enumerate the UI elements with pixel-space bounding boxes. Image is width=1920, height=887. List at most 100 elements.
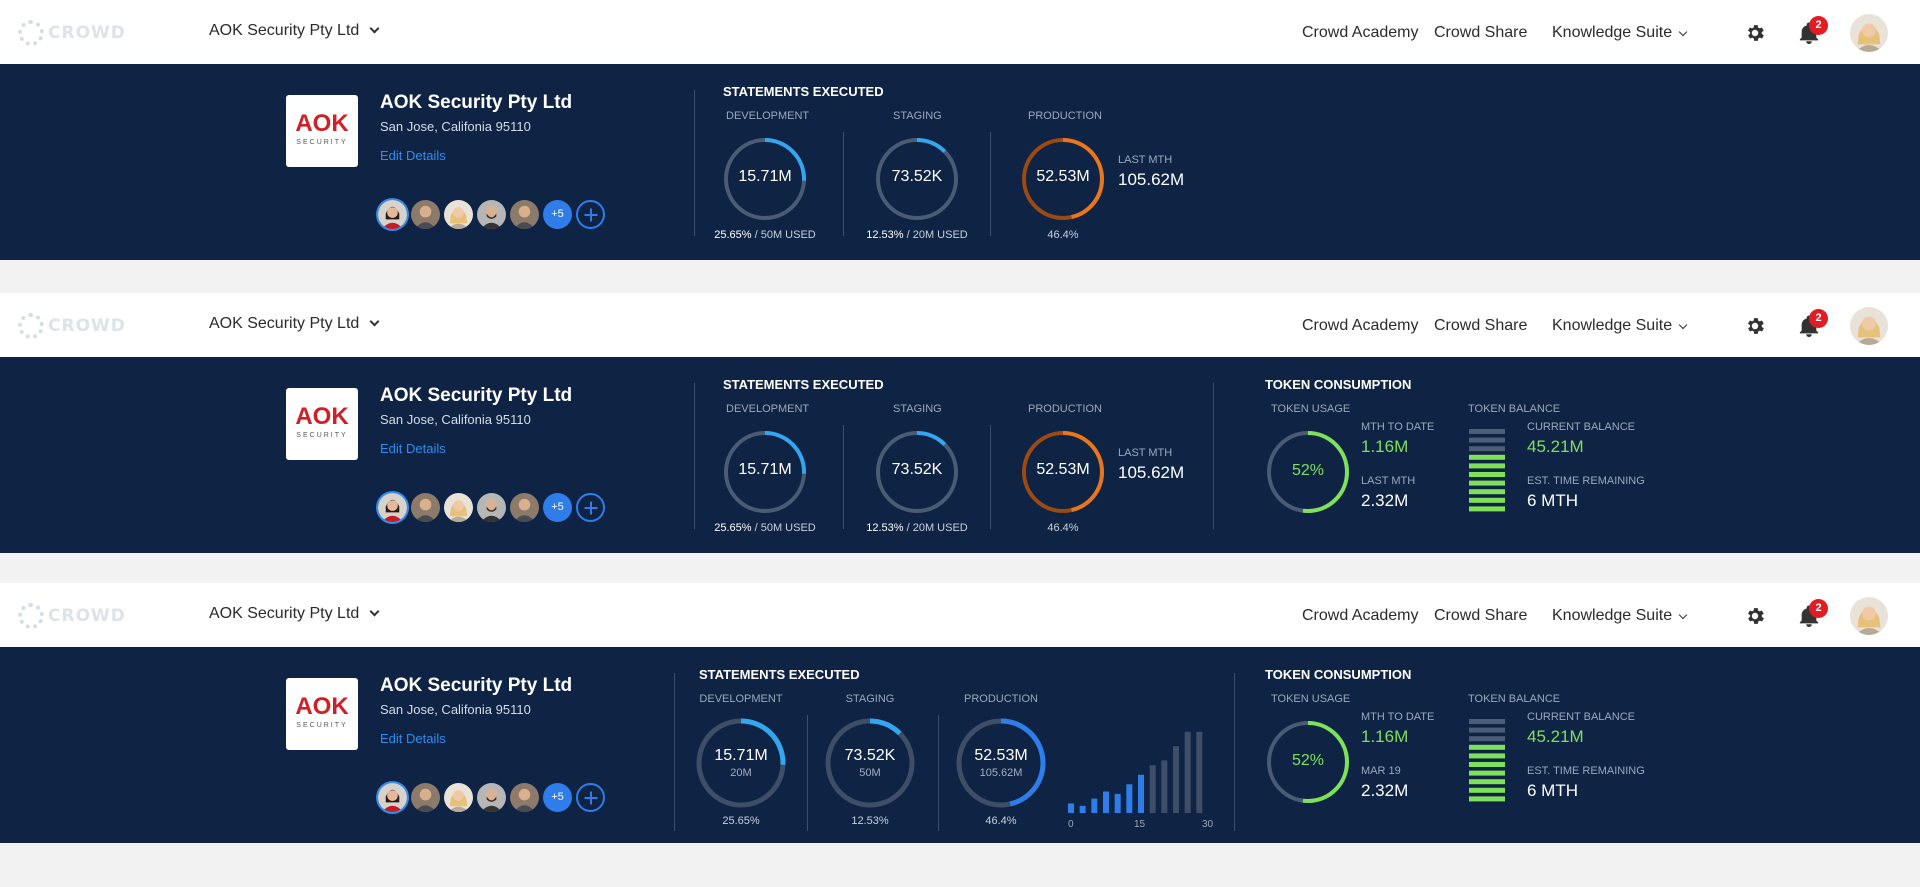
balance-bar [1469, 787, 1505, 793]
staging-label: STAGING [893, 110, 942, 122]
gear-icon[interactable] [1744, 605, 1766, 627]
nav-crowd-share[interactable]: Crowd Share [1434, 317, 1528, 334]
add-member-button[interactable] [576, 200, 605, 229]
balance-bar [1469, 796, 1505, 802]
staging-pct: 12.53% [866, 522, 904, 534]
gear-icon[interactable] [1744, 315, 1766, 337]
crowd-logo[interactable]: CROWD [18, 313, 126, 339]
divider [843, 132, 844, 236]
staging-usage: 12.53% / 20M USED [847, 522, 987, 534]
org-selector[interactable]: AOK Security Pty Ltd [209, 22, 380, 40]
edit-details-link[interactable]: Edit Details [380, 148, 446, 163]
member-avatar[interactable] [444, 200, 473, 229]
crowd-logo[interactable]: CROWD [18, 603, 126, 629]
nav-crowd-academy[interactable]: Crowd Academy [1302, 24, 1419, 41]
nav-knowledge-suite[interactable]: Knowledge Suite [1552, 24, 1688, 42]
dev-used: / 50M USED [754, 522, 816, 534]
production-ring [1022, 431, 1104, 513]
chevron-down-icon [1678, 320, 1688, 330]
chart-xtick-label: 15 [1134, 819, 1146, 830]
more-members-button[interactable]: +5 [543, 493, 572, 522]
more-members-button[interactable]: +5 [543, 783, 572, 812]
chart-bar [1091, 798, 1098, 813]
mtd-label: MTH TO DATE [1361, 421, 1435, 433]
user-avatar[interactable] [1850, 597, 1888, 635]
summary-band: AOK SECURITY AOK Security Pty Ltd San Jos… [0, 64, 1920, 260]
token-usage-ring [1267, 721, 1349, 803]
company-name: AOK Security Pty Ltd [380, 92, 573, 113]
dev-label: DEVELOPMENT [726, 110, 810, 122]
member-avatar[interactable] [411, 783, 440, 812]
production-label: PRODUCTION [964, 693, 1038, 705]
notification-badge: 2 [1809, 309, 1828, 328]
top-nav-bar: CROWD AOK Security Pty Ltd Crowd Academy… [0, 583, 1920, 647]
svg-text:AOK: AOK [295, 403, 349, 430]
nav-knowledge-suite[interactable]: Knowledge Suite [1552, 317, 1688, 335]
member-avatar[interactable] [477, 200, 506, 229]
nav-knowledge-suite-label: Knowledge Suite [1552, 24, 1673, 41]
remaining-label: EST. TIME REMAINING [1527, 475, 1645, 487]
staging-total: 50M [859, 767, 881, 779]
dev-usage: 25.65% / 50M USED [695, 229, 835, 241]
user-avatar[interactable] [1850, 307, 1888, 345]
member-avatar[interactable] [378, 493, 407, 522]
remaining-label: EST. TIME REMAINING [1527, 765, 1645, 777]
more-members-button[interactable]: +5 [543, 200, 572, 229]
balance-bar [1469, 446, 1505, 452]
dev-value: 15.71M [738, 461, 792, 478]
member-avatar[interactable] [510, 200, 539, 229]
current-balance-label: CURRENT BALANCE [1527, 421, 1635, 433]
nav-knowledge-suite-label: Knowledge Suite [1552, 317, 1673, 334]
edit-details-link[interactable]: Edit Details [380, 731, 446, 746]
nav-crowd-academy[interactable]: Crowd Academy [1302, 607, 1419, 624]
member-avatar[interactable] [411, 200, 440, 229]
crowd-logo-icon [18, 313, 44, 339]
balance-bar [1469, 429, 1505, 434]
staging-value: 73.52K [844, 747, 896, 764]
org-selector[interactable]: AOK Security Pty Ltd [209, 315, 380, 333]
member-avatar[interactable] [477, 493, 506, 522]
tokens-title: TOKEN CONSUMPTION [1265, 377, 1412, 392]
divider [694, 383, 695, 529]
nav-crowd-share[interactable]: Crowd Share [1434, 607, 1528, 624]
edit-details-link[interactable]: Edit Details [380, 441, 446, 456]
balance-bar [1469, 736, 1505, 742]
gear-icon[interactable] [1744, 22, 1766, 44]
crowd-logo[interactable]: CROWD [18, 20, 126, 46]
user-avatar[interactable] [1850, 14, 1888, 52]
divider [1234, 673, 1235, 831]
tokens-title: TOKEN CONSUMPTION [1265, 667, 1412, 682]
member-avatar[interactable] [411, 493, 440, 522]
staging-ring [876, 431, 958, 513]
org-selector[interactable]: AOK Security Pty Ltd [209, 605, 380, 623]
balance-bar [1469, 770, 1505, 776]
balance-bar [1469, 463, 1505, 469]
company-name: AOK Security Pty Ltd [380, 675, 573, 696]
divider [1213, 383, 1214, 529]
add-member-button[interactable] [576, 783, 605, 812]
add-member-button[interactable] [576, 493, 605, 522]
member-avatar[interactable] [444, 783, 473, 812]
member-avatar[interactable] [477, 783, 506, 812]
remaining-value: 6 MTH [1527, 491, 1578, 510]
member-avatar[interactable] [510, 783, 539, 812]
production-total: 105.62M [979, 767, 1023, 779]
chart-bar [1138, 774, 1144, 813]
dev-pct: 25.65% [714, 522, 752, 534]
dev-pct: 25.65% [722, 815, 760, 827]
dev-used: / 50M USED [754, 229, 816, 241]
top-nav-bar: CROWD AOK Security Pty Ltd Crowd Academy… [0, 0, 1920, 64]
nav-crowd-academy[interactable]: Crowd Academy [1302, 317, 1419, 334]
member-avatar[interactable] [444, 493, 473, 522]
statements-title: STATEMENTS EXECUTED [699, 667, 860, 682]
nav-crowd-share[interactable]: Crowd Share [1434, 24, 1528, 41]
member-avatar[interactable] [510, 493, 539, 522]
chart-bar [1149, 765, 1156, 813]
dashboard-block-1: CROWD AOK Security Pty Ltd Crowd Academy… [0, 0, 1920, 260]
dev-value: 15.71M [738, 168, 792, 185]
token-balance-meter [1469, 429, 1505, 512]
member-avatar[interactable] [378, 783, 407, 812]
member-avatar[interactable] [378, 200, 407, 229]
nav-knowledge-suite[interactable]: Knowledge Suite [1552, 607, 1688, 625]
divider [990, 425, 991, 529]
